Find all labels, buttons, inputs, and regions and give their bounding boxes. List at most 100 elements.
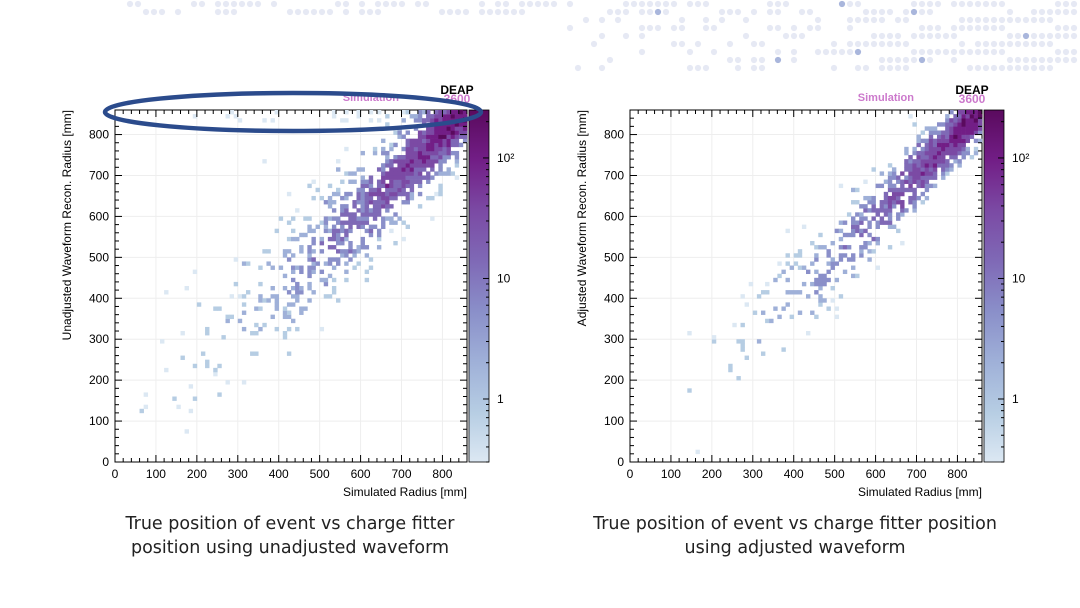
decor-dot	[158, 8, 166, 16]
heatmap-cell	[344, 261, 349, 266]
heatmap-cell	[908, 114, 913, 119]
decor-dot	[1070, 56, 1078, 64]
heatmap-cell	[376, 179, 382, 184]
heatmap-cell	[331, 228, 337, 234]
heatmap-cell	[417, 155, 423, 160]
heatmap-cell	[393, 183, 398, 189]
heatmap-cell	[393, 130, 398, 135]
heatmap-cell	[291, 253, 296, 258]
heatmap-cell	[760, 351, 766, 356]
heatmap-cell	[920, 146, 925, 152]
heatmap-cell	[450, 150, 456, 156]
heatmap-cell	[286, 290, 292, 295]
decor-dot	[342, 0, 350, 8]
heatmap-cell	[360, 200, 365, 205]
heatmap-cell	[977, 130, 983, 135]
x-axis-title: Simulated Radius [mm]	[343, 485, 467, 499]
heatmap-cell	[949, 110, 954, 115]
heatmap-cell	[834, 277, 840, 283]
heatmap-cell	[323, 200, 329, 205]
decor-dot	[686, 0, 694, 8]
heatmap-cell	[932, 126, 938, 131]
heatmap-cell	[331, 110, 337, 115]
heatmap-cell	[282, 253, 288, 258]
heatmap-cell	[977, 122, 983, 127]
x-tick-label: 100	[146, 467, 166, 481]
heatmap-cell	[352, 220, 357, 225]
heatmap-cell	[360, 187, 365, 193]
heatmap-cell	[458, 142, 464, 148]
detector-number-label: 3600	[959, 92, 986, 106]
heatmap-cell	[307, 273, 312, 279]
decor-dot	[974, 0, 982, 8]
decor-dot	[670, 0, 678, 8]
heatmap-cell	[887, 171, 893, 176]
heatmap-cell	[961, 114, 966, 119]
heatmap-cell	[360, 216, 365, 221]
heatmap-cell	[413, 175, 419, 180]
y-tick-label: 200	[604, 373, 624, 387]
heatmap-cell	[421, 167, 427, 172]
heatmap-cell	[458, 114, 464, 119]
decor-dot	[1054, 8, 1062, 16]
heatmap-cell	[434, 150, 439, 156]
heatmap-cell	[295, 294, 300, 299]
heatmap-cell	[344, 191, 349, 197]
decor-dot	[678, 16, 686, 24]
heatmap-cell	[442, 155, 447, 160]
heatmap-cell	[389, 216, 394, 221]
heatmap-cell	[389, 163, 394, 168]
heatmap-cell	[376, 232, 382, 238]
decor-dot	[982, 64, 990, 72]
heatmap-cell	[916, 163, 921, 168]
decor-dot	[742, 16, 750, 24]
heatmap-cell	[867, 195, 872, 201]
heatmap-cell	[336, 257, 341, 262]
heatmap-cell	[442, 159, 447, 164]
heatmap-cell	[307, 224, 312, 229]
heatmap-cell	[397, 179, 402, 184]
heatmap-cell	[421, 138, 427, 144]
heatmap-cell	[307, 286, 312, 291]
heatmap-cell	[957, 126, 962, 131]
heatmap-cell	[372, 150, 378, 156]
decor-dot	[1006, 8, 1014, 16]
heatmap-cell	[258, 281, 263, 287]
decor-dot	[790, 56, 798, 64]
heatmap-cell	[364, 245, 370, 250]
heatmap-cell	[818, 273, 823, 279]
heatmap-cell	[397, 191, 402, 197]
decor-dot	[910, 8, 918, 16]
heatmap-cell	[879, 216, 885, 221]
heatmap-cell	[932, 163, 938, 168]
heatmap-cell	[426, 171, 431, 176]
decor-dot	[662, 0, 670, 8]
decor-dot	[390, 0, 398, 8]
heatmap-cell	[916, 175, 921, 180]
heatmap-cell	[311, 236, 316, 242]
heatmap-cell	[368, 191, 374, 197]
heatmap-cell	[266, 261, 271, 266]
heatmap-cell	[941, 142, 946, 148]
heatmap-cell	[900, 240, 905, 246]
decor-dot	[846, 48, 854, 56]
heatmap-cell	[319, 220, 325, 225]
heatmap-cell	[434, 155, 439, 160]
heatmap-cell	[381, 175, 386, 180]
heatmap-cell	[965, 122, 971, 127]
decor-dot	[150, 8, 158, 16]
heatmap-cell	[851, 224, 856, 229]
heatmap-cell	[867, 249, 872, 254]
heatmap-cell	[344, 232, 349, 238]
heatmap-cell	[797, 249, 803, 254]
heatmap-cell	[331, 265, 337, 270]
heatmap-cell	[368, 179, 374, 184]
heatmap-cell	[941, 130, 946, 135]
heatmap-cell	[969, 122, 975, 127]
heatmap-cell	[953, 114, 958, 119]
heatmap-cell	[381, 200, 386, 205]
heatmap-cell	[221, 335, 226, 340]
decor-dot	[710, 48, 718, 56]
decor-dot	[886, 40, 894, 48]
x-tick-label: 0	[627, 467, 634, 481]
